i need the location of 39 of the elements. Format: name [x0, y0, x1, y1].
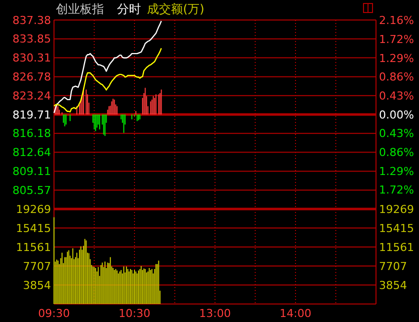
y-tick-label: 837.38 [12, 14, 51, 27]
chart-title: 创业板指 [56, 2, 104, 16]
y2-tick-label: 3854 [379, 278, 407, 292]
y2-tick-label: 19269 [379, 202, 414, 216]
y2-tick-label: 0.86% [379, 146, 414, 159]
line-series [53, 48, 162, 112]
y-tick-label: 15415 [16, 222, 51, 235]
x-tick-label: 14:00 [280, 307, 312, 320]
x-tick-label: 13:00 [199, 307, 231, 320]
y-tick-label: 19269 [16, 202, 51, 216]
y2-tick-label: 1.72% [379, 184, 414, 197]
x-tick-label: 09:30 [38, 307, 70, 320]
chart-subtitle: 分时 [117, 2, 141, 16]
y2-tick-label: 1.29% [379, 52, 414, 65]
y-tick-label: 11561 [16, 240, 51, 254]
y2-tick-label: 0.00% [379, 108, 414, 122]
y-tick-label: 809.11 [12, 165, 51, 178]
y-tick-label: 816.18 [12, 127, 51, 140]
y2-tick-label: 11561 [379, 240, 414, 254]
y-tick-label: 812.64 [12, 146, 51, 160]
y2-tick-label: 15415 [379, 222, 414, 235]
x-tick-label: 10:30 [118, 307, 150, 320]
y-tick-label: 833.85 [12, 32, 51, 46]
text: 成交额(万) [147, 2, 204, 16]
y2-tick-label: 7707 [379, 260, 407, 273]
y2-tick-label: 1.72% [379, 33, 414, 46]
y2-tick-label: 0.86% [379, 70, 414, 84]
y-tick-label: 805.57 [12, 184, 51, 197]
y2-tick-label: 0.43% [379, 127, 414, 140]
y-tick-label: 826.78 [12, 70, 51, 84]
y-tick-label: 3854 [23, 278, 51, 292]
y-tick-label: 823.24 [12, 89, 51, 102]
y-tick-label: 819.71 [12, 108, 51, 122]
line-series [53, 20, 162, 114]
y2-tick-label: 1.29% [379, 164, 414, 178]
y-tick-label: 7707 [23, 260, 51, 273]
y2-tick-label: 0.43% [379, 90, 414, 103]
y-tick-label: 830.31 [12, 52, 51, 65]
y2-tick-label: 2.16% [379, 14, 414, 27]
